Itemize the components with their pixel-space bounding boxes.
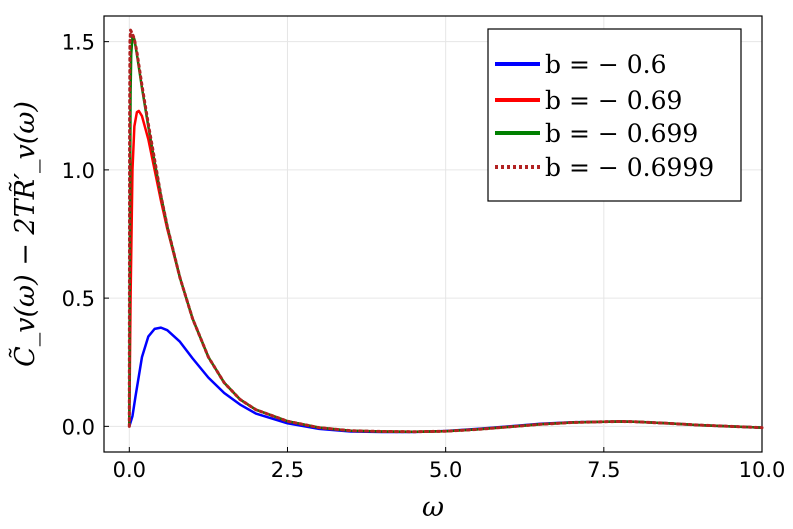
legend-label-3: b = − 0.699	[545, 119, 698, 148]
y-tick-label: 0.5	[62, 287, 95, 311]
y-tick-label: 1.0	[62, 159, 95, 183]
legend-box	[487, 28, 742, 202]
y-tick-label: 1.5	[62, 31, 95, 55]
x-tick-label: 2.5	[271, 458, 304, 482]
y-axis-label: C̃_v(ω) − 2TR̃′_v(ω)	[8, 101, 41, 367]
plot-frame	[103, 15, 763, 453]
y-tick-label: 0.0	[62, 415, 95, 439]
legend-label-1: b = − 0.6	[545, 50, 667, 79]
axis-ticks: 0.0 2.5 5.0 7.5 10.0 0.0 0.5 1.0 1.5	[62, 31, 786, 482]
x-axis-label: ω	[422, 492, 444, 523]
x-tick-label: 0.0	[113, 458, 146, 482]
legend-label-2: b = − 0.69	[545, 86, 682, 115]
legend: b = − 0.6 b = − 0.69 b = − 0.699 b = − 0…	[487, 28, 742, 202]
x-tick-label: 5.0	[429, 458, 462, 482]
legend-label-4: b = − 0.6999	[545, 153, 714, 182]
series-lines	[127, 28, 764, 434]
x-tick-label: 10.0	[739, 458, 786, 482]
series-line-4	[127, 28, 764, 434]
x-tick-label: 7.5	[587, 458, 620, 482]
